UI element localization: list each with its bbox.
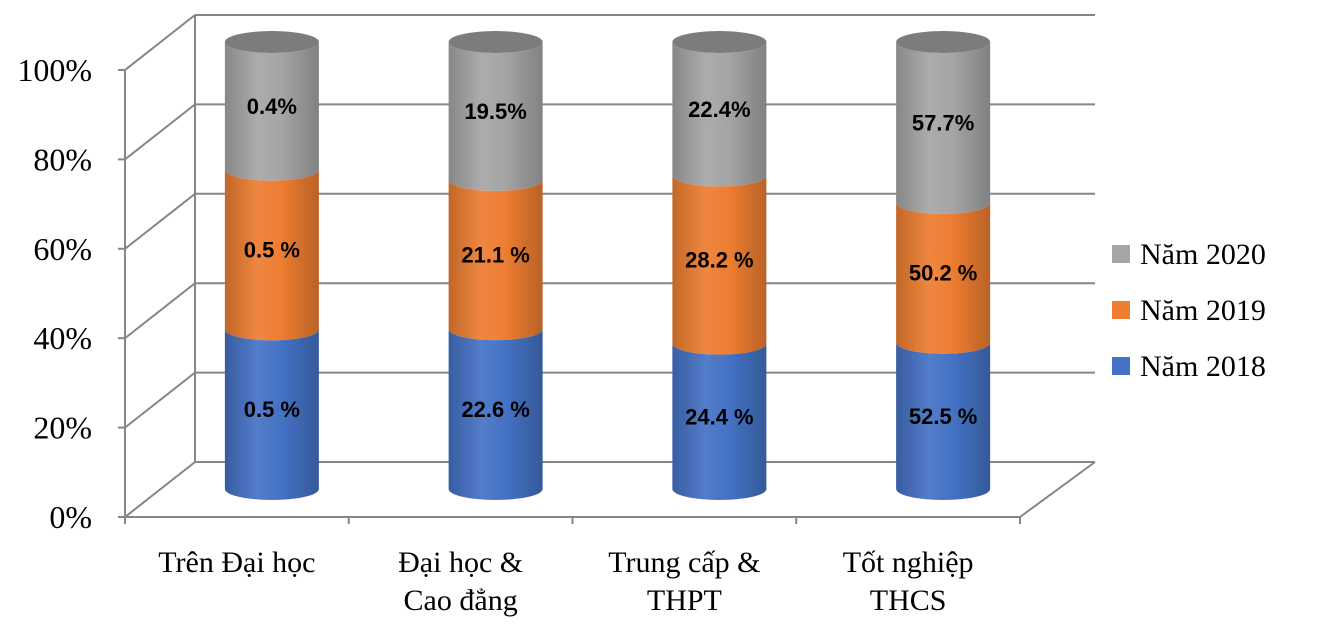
y-tick-label: 40% <box>33 320 92 356</box>
data-label: 0.5 % <box>244 397 300 422</box>
y-tick-label: 0% <box>49 499 92 535</box>
cylinder-segment <box>672 42 767 187</box>
y-tick-labels: 0% 20% 40% 60% 80% 100% <box>17 52 92 535</box>
data-label: 57.7% <box>912 110 974 135</box>
data-label: 22.6 % <box>461 397 530 422</box>
y-tick-label: 100% <box>17 52 92 88</box>
floor-edge <box>1019 461 1096 518</box>
data-labels: 0.5 % 0.5 % 0.4% 22.6 % 21.1 % 19.5% 24.4 % 28.… <box>244 94 978 429</box>
x-tick-label: Trung cấp & <box>608 546 760 579</box>
data-label: 19.5% <box>464 99 526 124</box>
x-tick-labels: Trên Đại học Đại học & Cao đẳng Trung cấp &… <box>158 546 973 617</box>
legend-swatch <box>1112 301 1130 319</box>
x-tick-label: THCS <box>870 584 947 617</box>
cylinder-segment <box>896 342 991 501</box>
cylinder-segment <box>224 169 319 341</box>
cylinder-segment <box>448 179 543 341</box>
cylinder-segment <box>448 42 543 191</box>
legend-label: Năm 2019 <box>1140 294 1266 327</box>
x-tick-label: THPT <box>647 584 722 617</box>
gridline-diagonal <box>124 103 196 161</box>
data-label: 52.5 % <box>909 404 978 429</box>
y-tick-label: 60% <box>33 231 92 267</box>
gridline-diagonal <box>124 282 196 339</box>
gridline-diagonal <box>124 193 196 250</box>
gridline-diagonal <box>124 14 196 71</box>
cylinder-segment <box>224 329 319 500</box>
data-label: 0.5 % <box>244 238 300 263</box>
legend-swatch <box>1112 357 1130 375</box>
x-tick-label: Tốt nghiệp <box>843 546 974 579</box>
cylinder-segment <box>224 42 319 181</box>
legend-label: Năm 2018 <box>1140 350 1266 383</box>
data-label: 28.2 % <box>685 248 754 273</box>
x-tick-label: Trên Đại học <box>158 546 315 579</box>
cylinder-segment <box>672 343 767 501</box>
cylinder-segment <box>672 175 767 355</box>
data-label: 0.4% <box>247 94 297 119</box>
cylinder-top <box>224 31 319 53</box>
cylinders <box>224 31 991 501</box>
y-tick-label: 20% <box>33 410 92 446</box>
cylinder-top <box>448 31 543 53</box>
cylinder-segment <box>448 329 543 501</box>
data-label: 22.4% <box>688 97 750 122</box>
data-label: 50.2 % <box>909 261 978 286</box>
gridline-diagonal <box>124 371 196 429</box>
cylinder-segment <box>896 202 991 354</box>
y-tick-label: 80% <box>33 141 92 177</box>
data-label: 24.4 % <box>685 404 754 429</box>
data-label: 21.1 % <box>461 243 530 268</box>
gridline-diagonal <box>124 461 196 518</box>
legend-swatch <box>1112 245 1130 263</box>
legend-label: Năm 2020 <box>1140 238 1266 271</box>
legend: Năm 2020 Năm 2019 Năm 2018 <box>1112 238 1266 383</box>
x-tick-label: Cao đẳng <box>404 584 518 617</box>
cylinder-segment <box>896 42 991 214</box>
x-tick-label: Đại học & <box>398 546 523 579</box>
cylinder-top <box>672 31 767 53</box>
cylinder-top <box>896 31 991 53</box>
